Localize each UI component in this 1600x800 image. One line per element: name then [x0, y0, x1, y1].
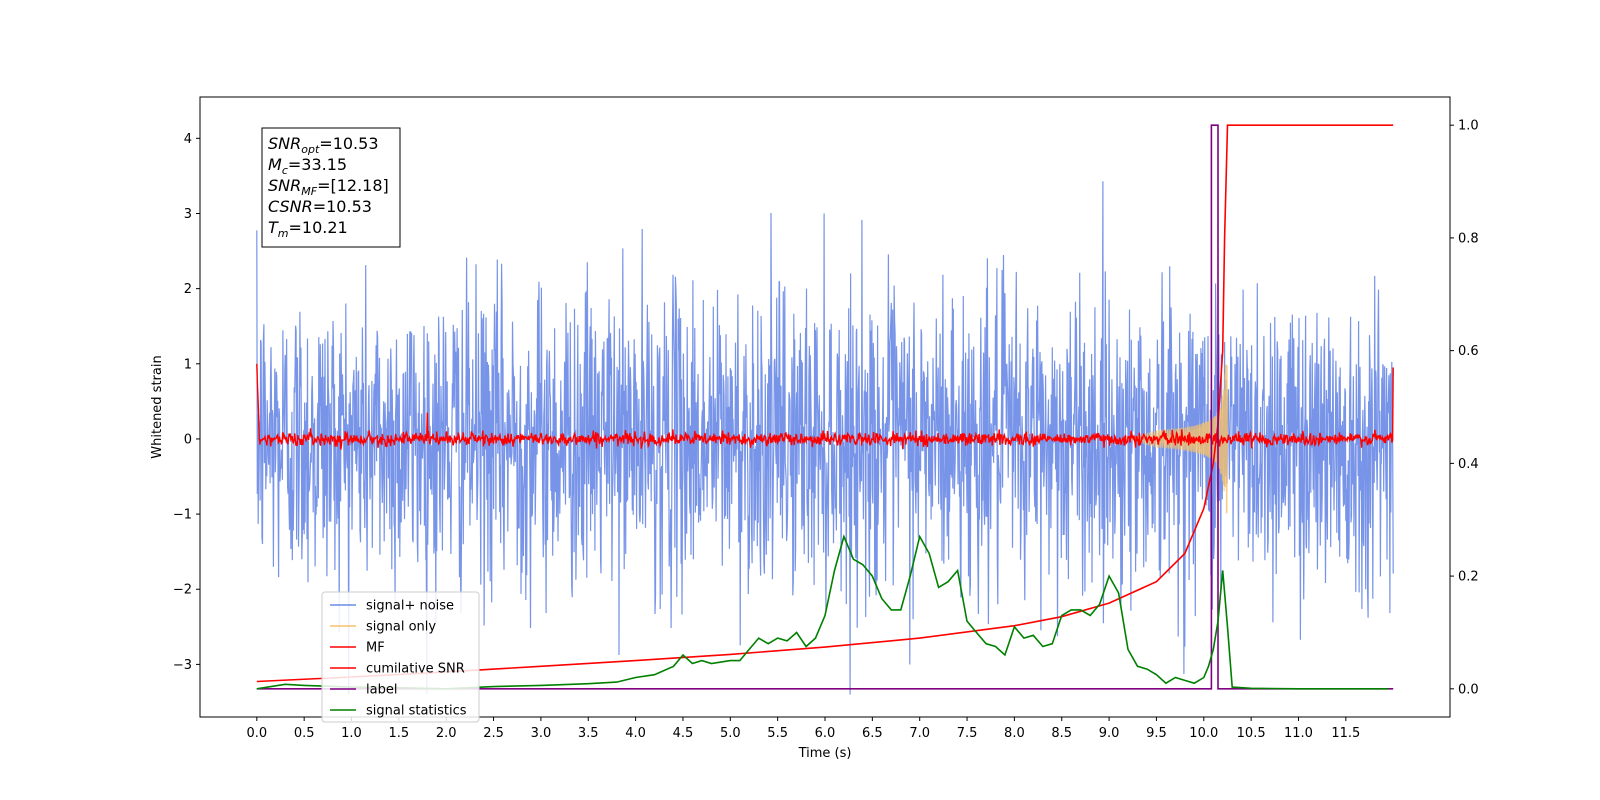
series-signal-statistics: [256, 534, 1389, 690]
x-tick-label: 1.5: [389, 726, 410, 741]
legend-label: label: [366, 683, 397, 698]
y-tick-label: −1: [173, 508, 192, 523]
x-tick-label: 3.0: [531, 726, 552, 741]
legend-label: MF: [366, 641, 385, 656]
legend-label: signal+ noise: [366, 599, 454, 614]
x-tick-label: 3.5: [578, 726, 599, 741]
annotation-frame: [261, 127, 401, 248]
y-axis-right: 0.0 0.2 0.4 0.6 0.8 1.0: [1450, 119, 1479, 697]
y-axis-label: Whitened strain: [150, 355, 165, 458]
x-tick-label: 10.0: [1189, 726, 1218, 741]
x-tick-label: 2.0: [436, 726, 457, 741]
series-mf: [256, 363, 1394, 450]
stats-annotation-box: SNRopt=10.53Mc=33.15SNRMF=[12.18]CSNR=10…: [261, 127, 401, 248]
legend-label: cumilative SNR: [366, 662, 465, 677]
x-axis-label: Time (s): [798, 746, 852, 761]
y2-tick-label: 0.0: [1458, 682, 1479, 697]
x-tick-label: 6.0: [815, 726, 836, 741]
x-tick-label: 11.5: [1331, 726, 1360, 741]
x-tick-label: 8.5: [1051, 726, 1072, 741]
y2-tick-label: 1.0: [1458, 119, 1479, 134]
x-tick-label: 9.5: [1146, 726, 1167, 741]
legend-frame: [321, 591, 480, 723]
y-tick-label: 3: [184, 207, 192, 222]
x-tick-label: 0.0: [246, 726, 267, 741]
annotation-line: SNRMF=[12.18]: [268, 176, 389, 198]
y-tick-label: 0: [184, 432, 192, 447]
annotation-line: Mc=33.15: [268, 155, 347, 177]
series-cumulative-snr: [256, 124, 1394, 683]
plot-area: [256, 124, 1394, 695]
x-tick-label: 5.5: [767, 726, 788, 741]
y2-tick-label: 0.6: [1458, 344, 1479, 359]
x-tick-label: 7.5: [957, 726, 978, 741]
x-tick-label: 11.0: [1284, 726, 1313, 741]
x-tick-label: 0.5: [294, 726, 315, 741]
y2-tick-label: 0.4: [1458, 457, 1479, 472]
y-tick-label: −3: [173, 658, 192, 673]
legend-label: signal only: [366, 620, 436, 635]
x-tick-label: 7.0: [909, 726, 930, 741]
legend-label: signal statistics: [366, 704, 467, 719]
y-tick-label: 1: [184, 357, 192, 372]
x-tick-label: 5.0: [720, 726, 741, 741]
x-tick-label: 4.5: [673, 726, 694, 741]
x-tick-label: 4.0: [625, 726, 646, 741]
annotation-line: CSNR=10.53: [268, 197, 372, 216]
x-tick-label: 10.5: [1237, 726, 1266, 741]
annotation-line: SNRopt=10.53: [268, 134, 379, 156]
y-axis-left: −3 −2 −1 0 1 2 3 4: [173, 132, 200, 673]
y-tick-label: 2: [184, 282, 192, 297]
x-tick-label: 9.0: [1099, 726, 1120, 741]
x-tick-label: 2.5: [483, 726, 504, 741]
x-tick-label: 1.0: [341, 726, 362, 741]
x-axis: 0.0 0.5 1.0 1.5 2.0 2.5 3.0 3.5 4.0 4.5 5.0 5.5 6.0 6…: [246, 717, 1360, 741]
legend: signal+ noise signal only MF cumilative SNR…: [321, 591, 480, 723]
y2-tick-label: 0.2: [1458, 570, 1479, 585]
y-tick-label: 4: [184, 132, 192, 147]
x-tick-label: 8.0: [1004, 726, 1025, 741]
y2-tick-label: 0.8: [1458, 231, 1479, 246]
y-tick-label: −2: [173, 583, 192, 598]
annotation-line: Tm=10.21: [268, 218, 348, 240]
series-signal-noise: [256, 181, 1394, 695]
x-tick-label: 6.5: [862, 726, 883, 741]
